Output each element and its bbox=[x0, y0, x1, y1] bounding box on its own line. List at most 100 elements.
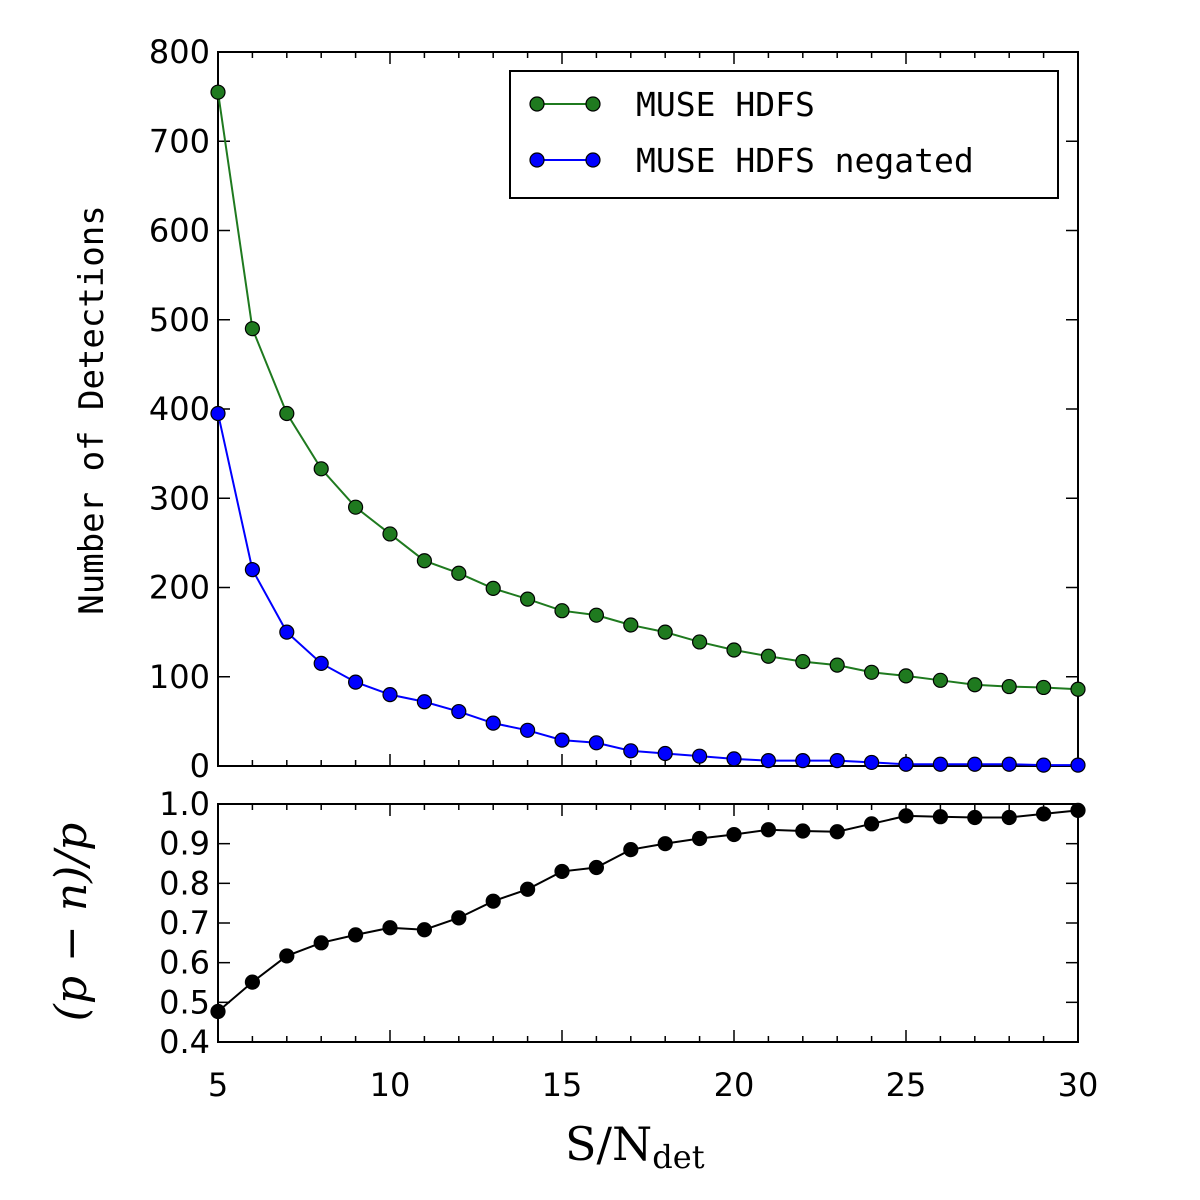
top-data-point bbox=[967, 677, 983, 693]
top-data-point bbox=[451, 703, 467, 720]
top-data-point bbox=[898, 668, 914, 684]
legend-marker bbox=[585, 152, 601, 168]
top-data-point bbox=[829, 657, 845, 673]
top-ytick-label: 400 bbox=[149, 390, 210, 428]
bottom-data-point bbox=[932, 809, 949, 825]
top-ytick-label: 300 bbox=[149, 479, 210, 517]
top-data-point bbox=[416, 694, 432, 710]
top-data-point bbox=[1070, 757, 1086, 773]
bottom-ytick-label: 0.8 bbox=[159, 864, 210, 902]
top-data-point bbox=[382, 686, 398, 703]
bottom-data-point bbox=[967, 809, 983, 826]
top-data-point bbox=[210, 84, 226, 100]
bottom-data-point bbox=[279, 948, 295, 964]
top-data-point bbox=[967, 756, 983, 772]
top-data-point bbox=[210, 405, 226, 422]
bottom-data-point bbox=[210, 1003, 226, 1020]
top-data-point bbox=[863, 754, 880, 771]
top-y-axis-label: Number of Detections bbox=[72, 205, 112, 614]
top-data-point bbox=[554, 732, 570, 748]
top-data-point bbox=[795, 653, 811, 670]
top-series-line-1 bbox=[217, 413, 1078, 767]
bottom-data-point bbox=[1070, 802, 1086, 818]
top-data-point bbox=[932, 756, 949, 772]
top-data-point bbox=[554, 603, 570, 619]
top-data-point bbox=[519, 591, 536, 607]
bottom-data-point bbox=[416, 922, 432, 938]
x-axis-label-subscript: det bbox=[652, 1138, 704, 1176]
top-data-point bbox=[244, 321, 260, 337]
top-ytick-label: 700 bbox=[149, 122, 210, 160]
top-data-point bbox=[1070, 681, 1086, 697]
bottom-ytick-label: 0.9 bbox=[159, 825, 210, 863]
bottom-data-point bbox=[554, 863, 570, 880]
top-data-point bbox=[657, 624, 673, 640]
top-data-point bbox=[1001, 678, 1017, 695]
bottom-data-point bbox=[657, 836, 673, 852]
bottom-data-point bbox=[829, 824, 845, 840]
bottom-data-point bbox=[795, 823, 811, 839]
top-data-point bbox=[1035, 679, 1052, 696]
bottom-data-point bbox=[1035, 806, 1052, 822]
axis-labels: Number of Detections (p − n)/p S/Ndet bbox=[46, 205, 705, 1176]
legend-label: MUSE HDFS bbox=[636, 85, 815, 124]
top-data-point bbox=[244, 562, 260, 578]
top-data-point bbox=[726, 751, 742, 767]
bottom-data-point bbox=[485, 893, 501, 909]
top-data-point bbox=[485, 715, 501, 731]
top-data-point bbox=[829, 753, 845, 769]
x-tick-label: 20 bbox=[714, 1066, 755, 1104]
top-data-point bbox=[691, 634, 708, 650]
bottom-ytick-label: 0.7 bbox=[159, 904, 210, 942]
bottom-y-axis-label: (p − n)/p bbox=[46, 823, 97, 1022]
top-data-point bbox=[760, 648, 777, 664]
top-data-point bbox=[348, 499, 364, 515]
bottom-data-point bbox=[382, 920, 398, 936]
bottom-data-point bbox=[863, 816, 880, 832]
bottom-data-point bbox=[691, 830, 708, 847]
top-ytick-label: 800 bbox=[149, 33, 210, 71]
bottom-frame bbox=[217, 803, 1079, 1043]
bottom-ytick-label: 0.4 bbox=[159, 1023, 210, 1061]
bottom-ytick-label: 1.0 bbox=[159, 785, 210, 823]
legend-marker bbox=[529, 152, 545, 168]
x-tick-label: 10 bbox=[370, 1066, 411, 1104]
top-data-point bbox=[657, 745, 673, 762]
top-data-point bbox=[623, 617, 639, 633]
top-data-point bbox=[451, 565, 467, 581]
bottom-data-point bbox=[244, 974, 260, 990]
bottom-panel: 0.40.50.60.70.80.91.0 5 10 15 20 25 30 bbox=[159, 785, 1098, 1104]
bottom-data-point bbox=[726, 826, 742, 843]
top-data-point bbox=[1001, 756, 1017, 772]
legend-label: MUSE HDFS negated bbox=[636, 141, 974, 180]
top-data-point bbox=[898, 756, 914, 772]
bottom-data-point bbox=[313, 935, 329, 951]
top-data-point bbox=[726, 642, 742, 658]
x-axis-label: S/Ndet bbox=[565, 1117, 705, 1176]
top-ytick-label: 100 bbox=[149, 658, 210, 696]
top-data-point bbox=[760, 753, 777, 769]
top-ytick-label: 500 bbox=[149, 301, 210, 339]
top-data-point bbox=[795, 753, 811, 769]
top-data-point bbox=[313, 461, 329, 477]
bottom-data-point bbox=[348, 927, 364, 943]
bottom-ytick-label: 0.6 bbox=[159, 944, 210, 982]
x-tick-label: 15 bbox=[542, 1066, 583, 1104]
top-data-point bbox=[1035, 757, 1052, 773]
bottom-data-point bbox=[588, 859, 605, 876]
bottom-data-point bbox=[519, 881, 536, 897]
x-tick-label: 5 bbox=[208, 1066, 228, 1104]
x-tick-label: 30 bbox=[1058, 1066, 1099, 1104]
top-ytick-label: 0 bbox=[190, 747, 210, 785]
top-data-point bbox=[519, 722, 536, 738]
top-data-point bbox=[313, 655, 329, 671]
bottom-series-line-0 bbox=[217, 809, 1079, 1013]
top-data-point bbox=[279, 624, 295, 640]
legend-box bbox=[509, 70, 1059, 199]
legend: MUSE HDFS MUSE HDFS negated bbox=[509, 70, 1059, 199]
top-data-point bbox=[485, 580, 501, 596]
top-data-point bbox=[416, 553, 432, 569]
bottom-data-point bbox=[898, 808, 914, 824]
